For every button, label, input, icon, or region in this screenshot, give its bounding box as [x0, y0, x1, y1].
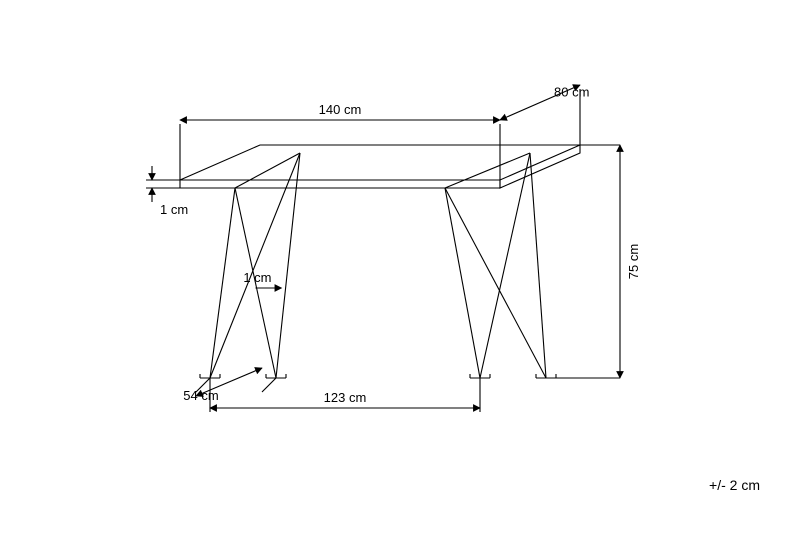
- dim-base-depth: 54 cm: [183, 388, 218, 403]
- dim-leg-thickness: 1 cm: [243, 270, 271, 285]
- dim-top-thickness: 1 cm: [160, 202, 188, 217]
- dim-height: 75 cm: [626, 244, 641, 279]
- dim-base-width: 123 cm: [324, 390, 367, 405]
- dim-depth: 80 cm: [554, 85, 589, 100]
- tolerance-label: +/- 2 cm: [709, 477, 760, 493]
- table-dimension-diagram: 140 cm 80 cm 1 cm 1 cm 75 cm 123 cm 54 cm +/- …: [0, 0, 800, 533]
- table-top-surface: [180, 145, 580, 180]
- dim-width: 140 cm: [319, 102, 362, 117]
